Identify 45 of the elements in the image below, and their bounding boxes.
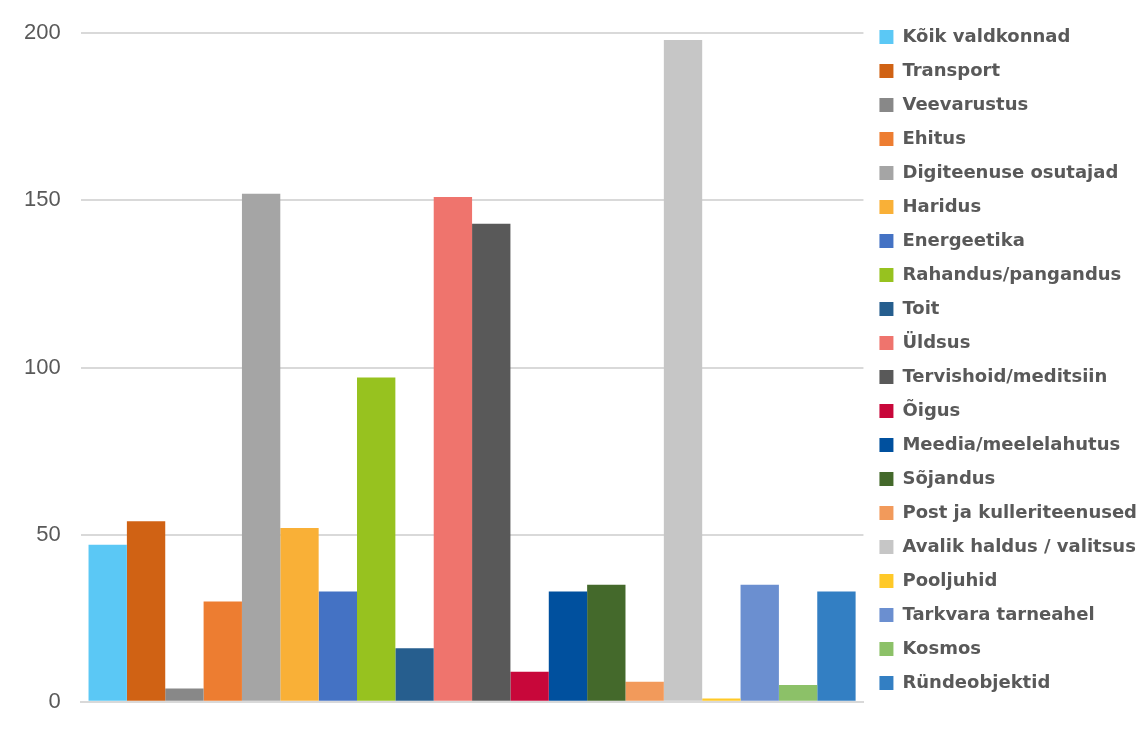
legend-label: Veevarustus (902, 92, 1029, 114)
bar (318, 591, 358, 701)
legend-label: Avalik haldus / valitsus (902, 534, 1136, 556)
bar (625, 681, 664, 701)
legend-label: Toit (902, 296, 940, 318)
legend-label: Rahandus/pangandus (902, 262, 1122, 284)
legend-label: Post ja kulleriteenused (902, 500, 1137, 522)
legend-label: Tarkvara tarneahel (902, 602, 1095, 624)
y-tick-label: 150 (23, 186, 61, 212)
bar (203, 601, 242, 701)
bar (778, 685, 818, 701)
y-tick-label: 50 (36, 520, 61, 546)
bar (587, 584, 626, 701)
y-tick-label: 0 (48, 687, 61, 713)
legend-label: Ehitus (902, 126, 966, 148)
legend-label: Üldsus (902, 330, 971, 352)
bar (548, 591, 588, 701)
bar (126, 521, 166, 701)
bar (165, 688, 204, 701)
bar (472, 223, 511, 701)
bar (702, 698, 741, 701)
y-tick-label: 200 (23, 19, 61, 45)
legend-label: Energeetika (902, 228, 1025, 250)
bar (510, 671, 549, 701)
legend-label: Transport (902, 58, 1001, 80)
legend-label: Kosmos (902, 636, 981, 658)
bar (395, 648, 434, 701)
legend-label: Ründeobjektid (902, 670, 1051, 692)
bar (280, 527, 319, 701)
legend-label: Kõik valdkonnad (902, 24, 1071, 46)
bar (433, 197, 473, 701)
bar (241, 193, 281, 701)
bar (357, 377, 396, 701)
legend-label: Meedia/meelelahutus (902, 432, 1121, 454)
legend-label: Pooljuhid (902, 568, 998, 590)
y-tick-label: 100 (23, 353, 61, 379)
bar (663, 39, 703, 701)
legend-label: Tervishoid/meditsiin (902, 364, 1108, 386)
bar (817, 591, 856, 701)
legend-label: Sõjandus (902, 466, 996, 488)
legend-label: Haridus (902, 194, 982, 216)
legend-label: Õigus (902, 397, 961, 420)
bar (740, 584, 779, 701)
bar (88, 544, 127, 701)
legend-label: Digiteenuse osutajad (902, 160, 1119, 182)
